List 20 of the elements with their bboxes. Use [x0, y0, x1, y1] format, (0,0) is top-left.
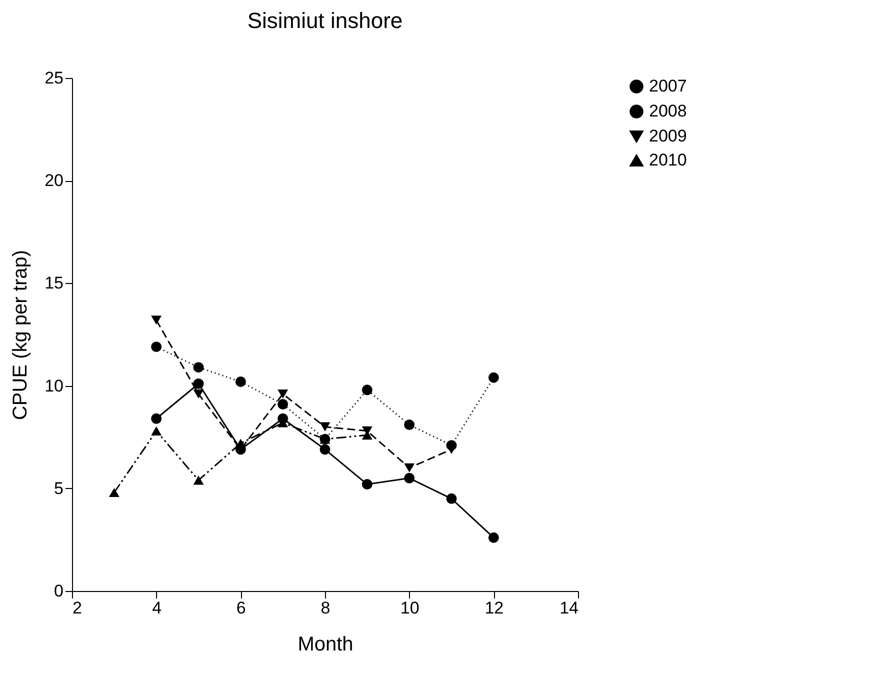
y-tick-label: 0	[54, 582, 64, 600]
y-tick-label: 5	[54, 478, 64, 498]
legend-label: 2007	[649, 76, 687, 96]
chart-title: Sisimiut inshore	[247, 8, 403, 33]
legend-label: 2008	[649, 102, 687, 120]
y-tick-label: 10	[44, 376, 64, 396]
x-tick-label: 4	[152, 598, 162, 618]
x-tick-label: 14	[560, 598, 578, 618]
x-tick-label: 6	[236, 598, 246, 618]
y-tick-label: 25	[44, 68, 64, 88]
x-tick-label: 8	[320, 598, 330, 618]
y-tick-label: 20	[44, 171, 64, 190]
legend-label: 2010	[649, 150, 687, 170]
x-tick-label: 12	[484, 598, 504, 618]
x-tick-label: 2	[72, 598, 82, 618]
x-tick-label: 10	[400, 598, 420, 618]
legend-label: 2009	[649, 126, 687, 146]
y-tick-label: 15	[44, 274, 64, 293]
x-axis-title: Month	[298, 634, 354, 656]
y-axis-title: CPUE (kg per trap)	[10, 250, 32, 420]
